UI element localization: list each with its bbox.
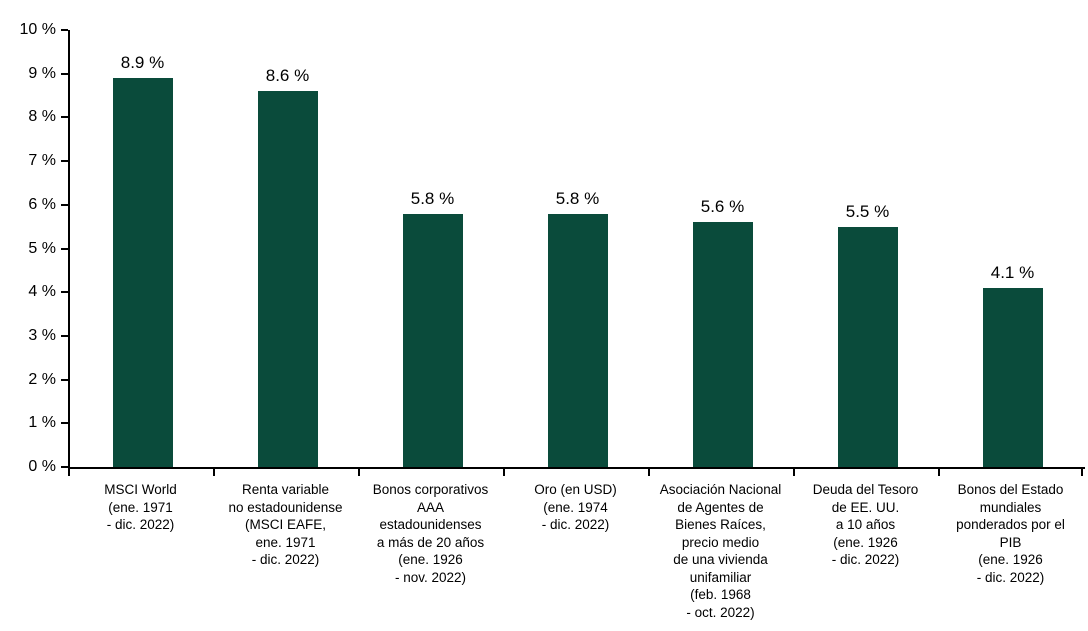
bar xyxy=(257,91,318,467)
bar-column: 8.6 % xyxy=(215,30,360,467)
category-label: Bonos del Estado mundiales ponderados po… xyxy=(956,482,1065,585)
y-axis-tick xyxy=(61,116,68,119)
bar xyxy=(837,226,898,467)
y-axis-tick xyxy=(61,466,68,468)
x-axis-tick xyxy=(648,469,650,476)
y-axis-tick xyxy=(61,422,68,425)
y-axis-tick xyxy=(61,378,68,381)
y-axis-tick-label: 3 % xyxy=(28,326,56,344)
y-axis-tick xyxy=(61,72,68,75)
bar xyxy=(692,222,753,467)
x-axis-tick xyxy=(1081,469,1083,476)
bar-value-label: 4.1 % xyxy=(990,262,1035,282)
y-axis-tick-label: 6 % xyxy=(28,195,56,213)
category-label: MSCI World (ene. 1971 - dic. 2022) xyxy=(104,482,177,532)
category-label: Bonos corporativos AAA estadounidenses a… xyxy=(372,482,489,585)
y-axis-tick-label: 5 % xyxy=(28,239,56,257)
y-axis-tick-label: 2 % xyxy=(28,370,56,388)
y-axis-tick xyxy=(61,160,68,163)
category-label: Asociación Nacional de Agentes de Bienes… xyxy=(659,482,782,620)
y-axis-tick xyxy=(61,247,68,250)
bar-column: 5.6 % xyxy=(650,30,795,467)
bar xyxy=(402,213,463,467)
y-axis-tick-label: 8 % xyxy=(28,108,56,126)
bar-column: 4.1 % xyxy=(940,30,1085,467)
bar-value-label: 5.8 % xyxy=(555,188,600,208)
x-axis-tick xyxy=(503,469,505,476)
category-label: Oro (en USD) (ene. 1974 - dic. 2022) xyxy=(534,482,617,532)
bar-column: 8.9 % xyxy=(70,30,215,467)
bar-column: 5.8 % xyxy=(360,30,505,467)
bar-value-label: 8.6 % xyxy=(265,66,310,86)
plot-area: 8.9 % 8.6 % 5.8 % 5.8 % 5.6 % 5.5 % 4.1 % xyxy=(68,30,1085,469)
y-axis-tick xyxy=(61,291,68,294)
x-axis-tick xyxy=(938,469,940,476)
bar-value-label: 5.5 % xyxy=(845,201,890,221)
y-axis-tick-label: 9 % xyxy=(28,64,56,82)
y-axis-tick-label: 4 % xyxy=(28,283,56,301)
x-axis-tick xyxy=(358,469,360,476)
bar xyxy=(547,213,608,467)
bar-column: 5.5 % xyxy=(795,30,940,467)
category-label: Renta variable no estadounidense (MSCI E… xyxy=(228,482,343,567)
y-axis-tick xyxy=(61,203,68,206)
x-axis-tick xyxy=(213,469,215,476)
bar-value-label: 5.8 % xyxy=(410,188,455,208)
bar-value-label: 5.6 % xyxy=(700,197,745,217)
y-axis-tick-label: 0 % xyxy=(28,458,56,475)
bar-value-label: 8.9 % xyxy=(120,53,165,73)
y-axis-tick-label: 10 % xyxy=(19,21,56,38)
y-axis-tick xyxy=(61,334,68,337)
bar xyxy=(982,287,1043,467)
x-axis-tick xyxy=(68,469,70,476)
x-axis-category-labels: MSCI World (ene. 1971 - dic. 2022) Renta … xyxy=(68,481,1083,621)
bar-column: 5.8 % xyxy=(505,30,650,467)
x-axis-tick xyxy=(793,469,795,476)
y-axis-tick-label: 1 % xyxy=(28,414,56,432)
category-label: Deuda del Tesoro de EE. UU. a 10 años (e… xyxy=(812,482,919,567)
y-axis-tick-label: 7 % xyxy=(28,152,56,170)
bar xyxy=(112,78,173,467)
y-axis-tick xyxy=(61,29,68,31)
